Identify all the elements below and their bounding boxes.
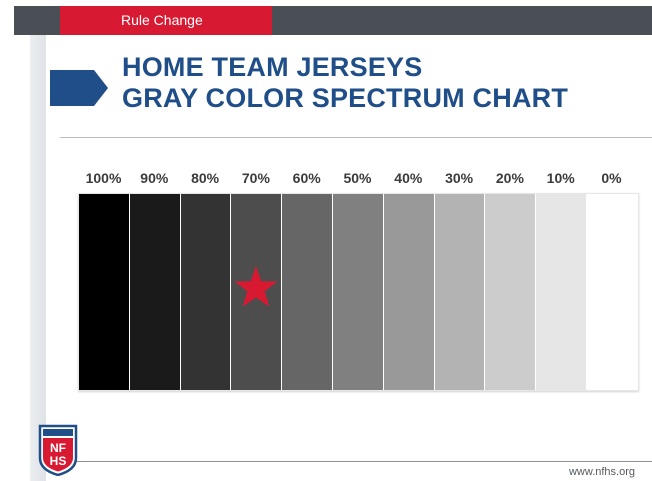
gray-swatch bbox=[434, 194, 485, 390]
percent-label: 80% bbox=[191, 170, 220, 186]
gray-swatch bbox=[485, 194, 536, 390]
footer-url: www.nfhs.org bbox=[568, 466, 635, 478]
percent-label: 70% bbox=[241, 170, 270, 186]
divider-bottom bbox=[60, 461, 652, 462]
percent-label: 10% bbox=[546, 170, 575, 186]
title-line-1: HOME TEAM JERSEYS bbox=[122, 52, 423, 82]
svg-text:HS: HS bbox=[50, 454, 67, 468]
gray-swatch bbox=[333, 194, 383, 390]
gray-swatch bbox=[180, 194, 231, 390]
percent-label: 50% bbox=[343, 170, 372, 186]
gray-swatch bbox=[129, 194, 180, 390]
gray-swatch bbox=[79, 194, 129, 390]
percent-label: 30% bbox=[445, 170, 474, 186]
divider-top bbox=[60, 137, 652, 138]
percent-label: 0% bbox=[601, 170, 622, 186]
svg-text:NF: NF bbox=[50, 441, 66, 455]
percent-labels: 100% 90% 80% 70% 60% 50% 40% 30% 20% 10% 0% bbox=[78, 170, 638, 190]
rule-change-tab: Rule Change bbox=[60, 6, 272, 35]
percent-label: 100% bbox=[85, 170, 122, 186]
page-title: HOME TEAM JERSEYS GRAY COLOR SPECTRUM CH… bbox=[122, 52, 568, 114]
gray-swatch bbox=[587, 194, 637, 390]
percent-label: 90% bbox=[140, 170, 169, 186]
gray-swatch-row bbox=[78, 193, 639, 391]
percent-label: 40% bbox=[394, 170, 423, 186]
gray-swatch bbox=[536, 194, 586, 390]
percent-label: 60% bbox=[292, 170, 321, 186]
gray-swatch bbox=[282, 194, 332, 390]
star-marker-icon bbox=[234, 266, 278, 307]
arrow-badge-icon bbox=[50, 70, 108, 106]
title-line-2: GRAY COLOR SPECTRUM CHART bbox=[122, 83, 569, 113]
gray-swatch bbox=[383, 194, 434, 390]
nfhs-logo: NF HS bbox=[38, 424, 78, 476]
percent-label: 20% bbox=[495, 170, 524, 186]
left-stripe bbox=[30, 35, 46, 481]
